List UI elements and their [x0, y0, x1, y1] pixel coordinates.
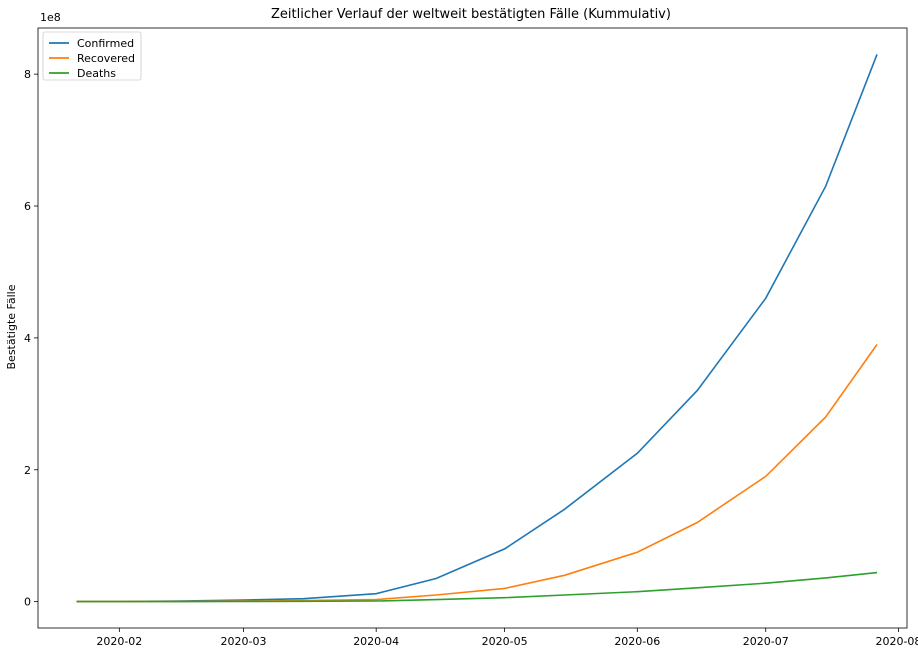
y-tick-label: 6: [24, 200, 31, 213]
y-tick-label: 8: [24, 68, 31, 81]
legend-label-deaths: Deaths: [77, 67, 116, 80]
series-line-deaths: [76, 571, 878, 603]
axis-ticks: 2020-02 2020-03 2020-04 2020-05 2020-06 2020-…: [24, 68, 918, 648]
y-tick-label: 4: [24, 332, 31, 345]
legend: Confirmed Recovered Deaths: [42, 31, 142, 81]
x-tick-label: 2020-02: [96, 635, 142, 648]
x-tick-label: 2020-04: [353, 635, 399, 648]
x-tick-label: 2020-08: [875, 635, 918, 648]
series-line-confirmed: [76, 54, 878, 603]
legend-label-recovered: Recovered: [77, 52, 135, 65]
legend-box: [42, 31, 142, 81]
x-tick-label: 2020-06: [614, 635, 660, 648]
y-axis-offset-label: 1e8: [40, 11, 61, 24]
x-tick-label: 2020-07: [743, 635, 789, 648]
legend-label-confirmed: Confirmed: [77, 37, 134, 50]
x-tick-label: 2020-05: [482, 635, 528, 648]
plot-frame: [37, 27, 908, 629]
chart-title: Zeitlicher Verlauf der weltweit bestätig…: [271, 7, 671, 22]
y-tick-label: 0: [24, 596, 31, 609]
y-axis-label: Bestätigte Fälle: [5, 284, 18, 369]
x-tick-label: 2020-03: [220, 635, 266, 648]
plot-area: [37, 27, 908, 629]
y-tick-label: 2: [24, 464, 31, 477]
series-line-recovered: [76, 344, 878, 603]
